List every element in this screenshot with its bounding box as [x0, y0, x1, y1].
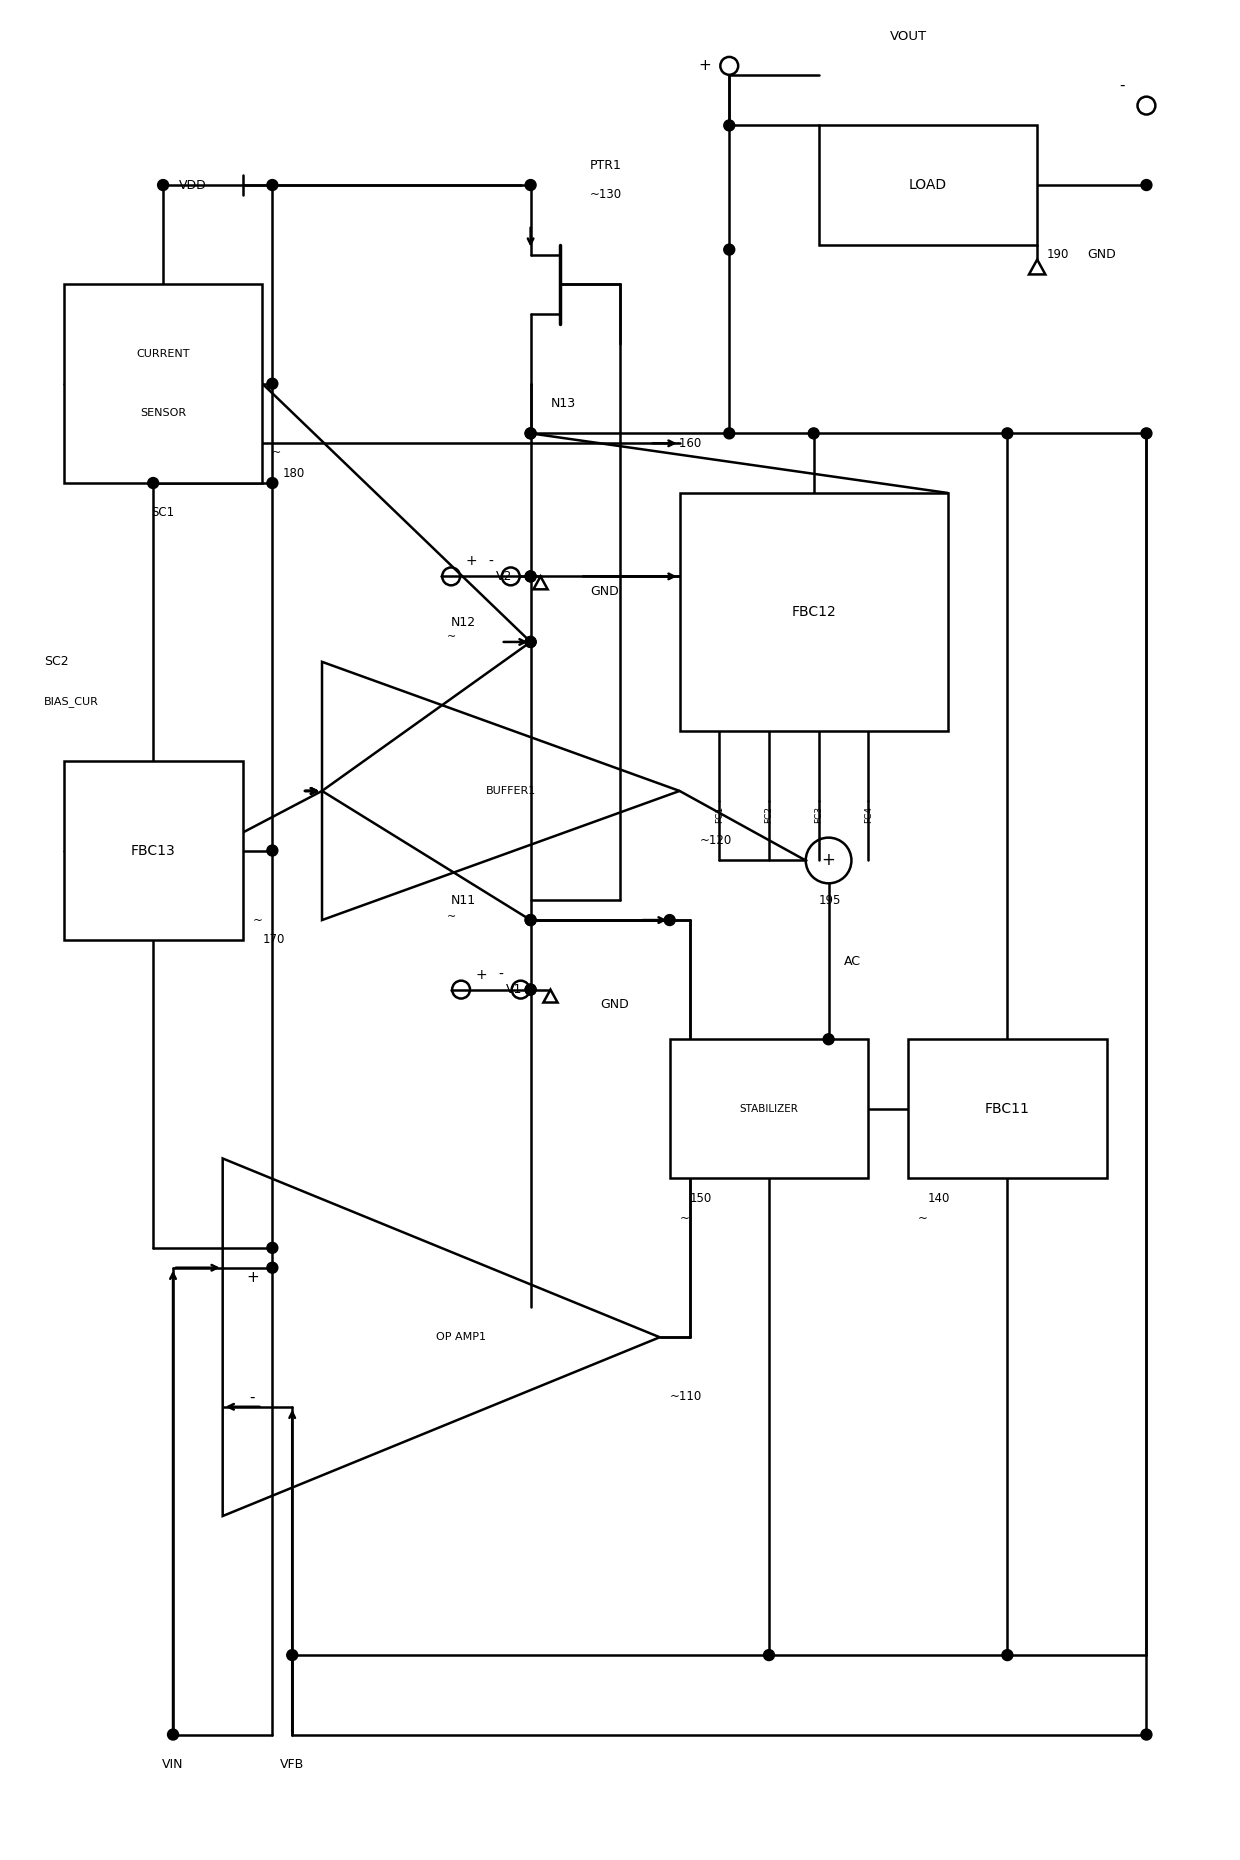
Text: AC: AC [843, 954, 861, 967]
Text: ~110: ~110 [670, 1389, 702, 1402]
Text: OP AMP1: OP AMP1 [436, 1332, 486, 1343]
Circle shape [167, 1730, 179, 1739]
Text: 195: 195 [818, 893, 841, 906]
Text: GND: GND [600, 999, 629, 1012]
Circle shape [808, 428, 820, 439]
Text: +: + [475, 967, 487, 982]
Bar [818, 125, 1037, 246]
Text: FBC11: FBC11 [985, 1101, 1029, 1116]
Circle shape [526, 636, 536, 647]
Text: +: + [246, 1270, 259, 1285]
Circle shape [724, 244, 735, 255]
Text: GND: GND [590, 584, 619, 597]
Text: -: - [498, 967, 503, 982]
Circle shape [1141, 1730, 1152, 1739]
Text: ~: ~ [680, 1211, 689, 1224]
Text: ~: ~ [918, 1211, 928, 1224]
Text: ~: ~ [446, 911, 456, 923]
Text: LOAD: LOAD [909, 179, 947, 192]
Text: V2: V2 [496, 569, 512, 582]
Circle shape [1002, 428, 1013, 439]
Text: ~: ~ [273, 448, 281, 458]
Text: CURRENT: CURRENT [136, 350, 190, 359]
Text: ~: ~ [253, 913, 263, 926]
Circle shape [267, 180, 278, 190]
Text: 180: 180 [283, 467, 305, 480]
Circle shape [1141, 428, 1152, 439]
Bar [680, 493, 947, 731]
Circle shape [267, 478, 278, 489]
Circle shape [286, 1650, 298, 1661]
Text: SC2: SC2 [43, 655, 68, 668]
Text: 190: 190 [1047, 247, 1069, 260]
Text: +: + [465, 554, 477, 569]
Text: 170: 170 [263, 934, 285, 947]
Circle shape [526, 915, 536, 926]
Text: N13: N13 [551, 396, 575, 409]
Circle shape [724, 428, 735, 439]
Text: -: - [1118, 78, 1125, 93]
Circle shape [267, 844, 278, 856]
Bar [63, 761, 243, 939]
Text: 150: 150 [689, 1192, 712, 1205]
Circle shape [526, 571, 536, 582]
Text: PTR1: PTR1 [590, 158, 622, 171]
Bar [908, 1040, 1107, 1179]
Text: ~: ~ [446, 632, 456, 642]
Text: ~130: ~130 [590, 188, 622, 201]
Text: STABILIZER: STABILIZER [739, 1103, 799, 1114]
Text: V1: V1 [506, 984, 522, 997]
Circle shape [526, 984, 536, 995]
Circle shape [823, 1034, 835, 1045]
Text: N12: N12 [451, 616, 476, 629]
Circle shape [764, 1650, 775, 1661]
Text: GND: GND [1086, 247, 1116, 260]
Text: -: - [249, 1389, 255, 1404]
Circle shape [526, 915, 536, 926]
Bar [670, 1040, 868, 1179]
Text: FC1: FC1 [714, 805, 724, 822]
Text: N11: N11 [451, 893, 476, 906]
Circle shape [157, 180, 169, 190]
Text: FC3: FC3 [815, 805, 823, 822]
Circle shape [1141, 180, 1152, 190]
Text: FBC13: FBC13 [130, 844, 176, 857]
Circle shape [526, 636, 536, 647]
Text: FC4: FC4 [864, 805, 873, 822]
Text: VFB: VFB [280, 1758, 304, 1771]
Circle shape [267, 1263, 278, 1274]
Text: ~120: ~120 [699, 833, 732, 846]
Circle shape [1002, 1650, 1013, 1661]
Circle shape [724, 121, 735, 130]
Circle shape [526, 180, 536, 190]
Circle shape [267, 1242, 278, 1254]
Text: BUFFER1: BUFFER1 [486, 787, 536, 796]
Text: FC2: FC2 [765, 805, 774, 822]
Circle shape [526, 428, 536, 439]
Bar [63, 285, 263, 484]
Text: FBC12: FBC12 [791, 604, 836, 619]
Circle shape [526, 571, 536, 582]
Text: VOUT: VOUT [889, 30, 926, 43]
Text: SC1: SC1 [151, 506, 175, 519]
Circle shape [665, 915, 675, 926]
Circle shape [526, 984, 536, 995]
Circle shape [148, 478, 159, 489]
Text: VIN: VIN [162, 1758, 184, 1771]
Text: VDD: VDD [179, 179, 207, 192]
Text: -: - [489, 554, 494, 569]
Text: 140: 140 [928, 1192, 950, 1205]
Circle shape [526, 428, 536, 439]
Text: ~160: ~160 [670, 437, 702, 450]
Circle shape [267, 378, 278, 389]
Text: +: + [698, 58, 711, 73]
Text: SENSOR: SENSOR [140, 409, 186, 418]
Text: +: + [822, 852, 836, 869]
Text: BIAS_CUR: BIAS_CUR [43, 696, 99, 707]
